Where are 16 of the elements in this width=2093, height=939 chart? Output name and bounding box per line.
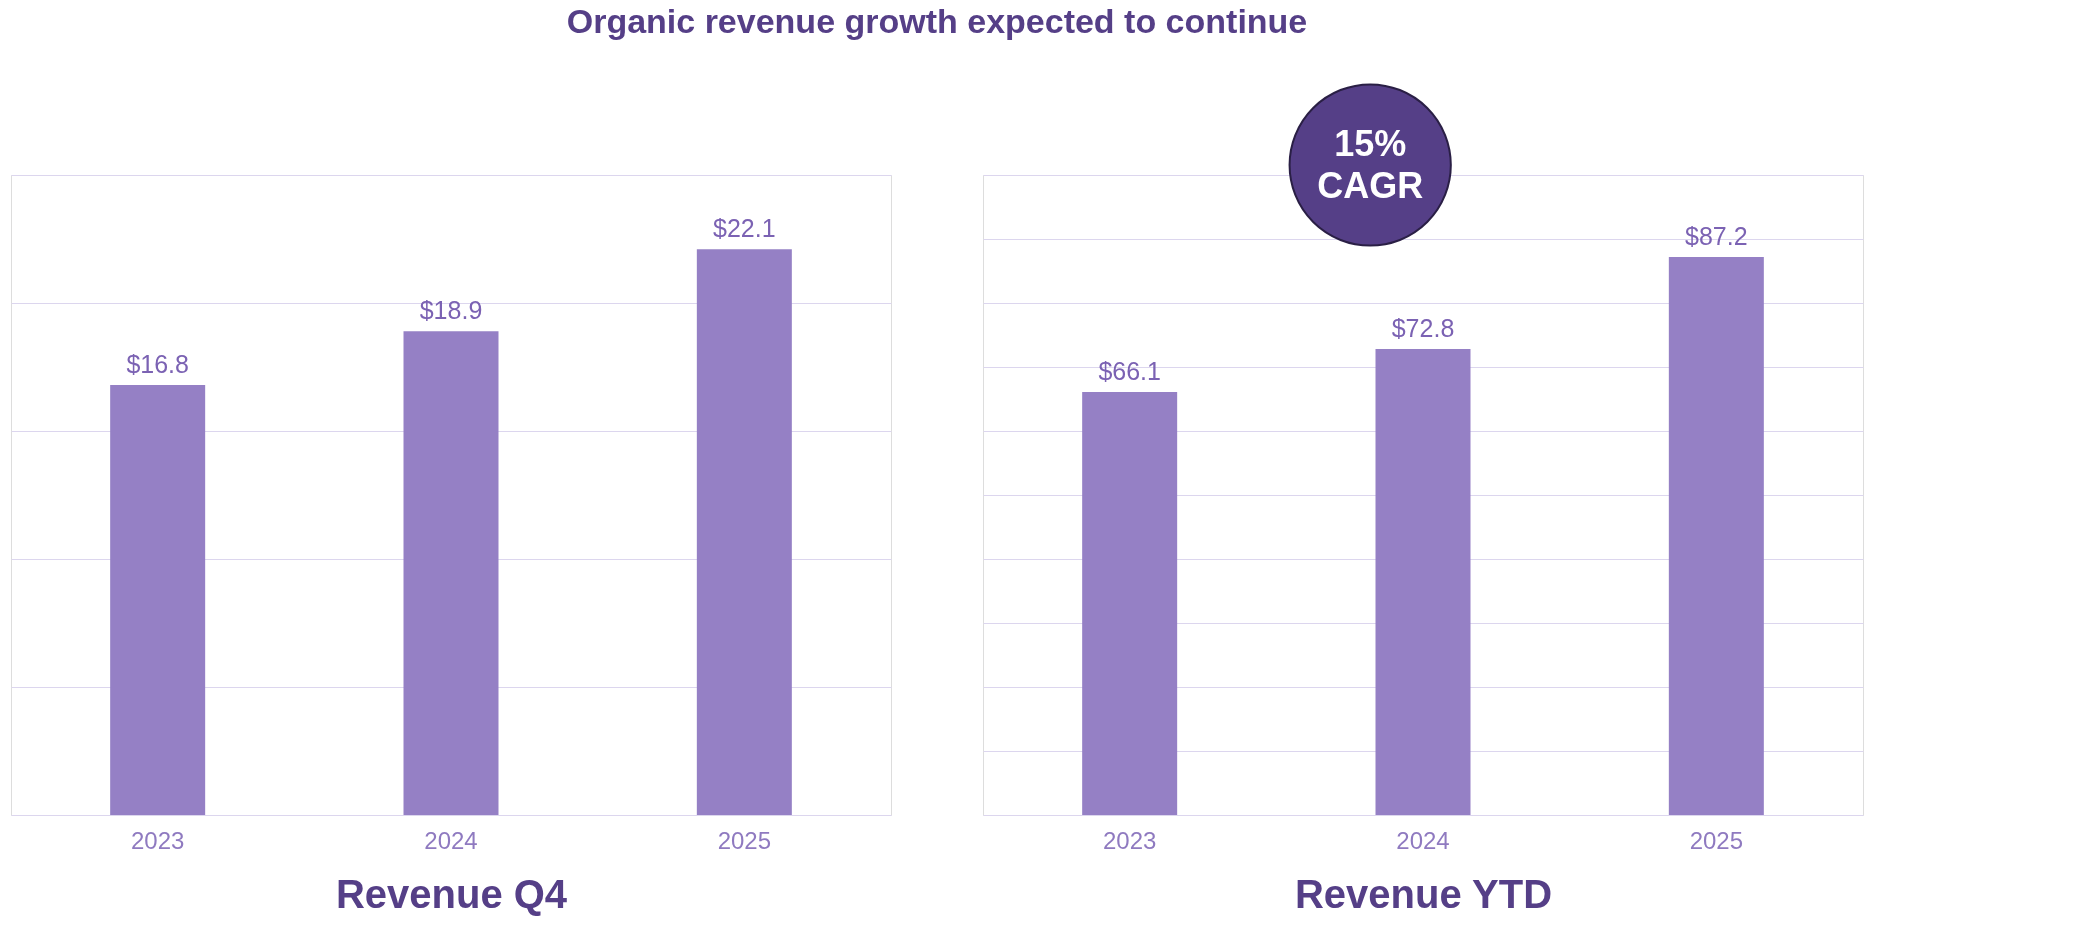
x-tick-label: 2025 [1689,826,1744,854]
x-tick-label: 2023 [1102,826,1157,854]
x-axis-title: Revenue Q4 [335,871,568,916]
chart-title: Organic revenue growth expected to continue [566,1,1308,40]
data-label: $22.1 [713,214,776,243]
x-tick-label: 2024 [1396,826,1450,854]
data-label: $87.2 [1685,221,1748,250]
data-label: $66.1 [1098,356,1161,385]
x-tick-label: 2025 [717,826,772,854]
x-axis-title: Revenue YTD [1294,871,1553,916]
data-label: $72.8 [1391,314,1455,343]
x-tick-label: 2024 [424,826,478,854]
x-tick-label: 2023 [130,826,185,854]
data-label: $16.8 [126,349,189,378]
annotation: 15% CAGR [1317,123,1424,206]
data-label: $18.9 [419,296,483,325]
